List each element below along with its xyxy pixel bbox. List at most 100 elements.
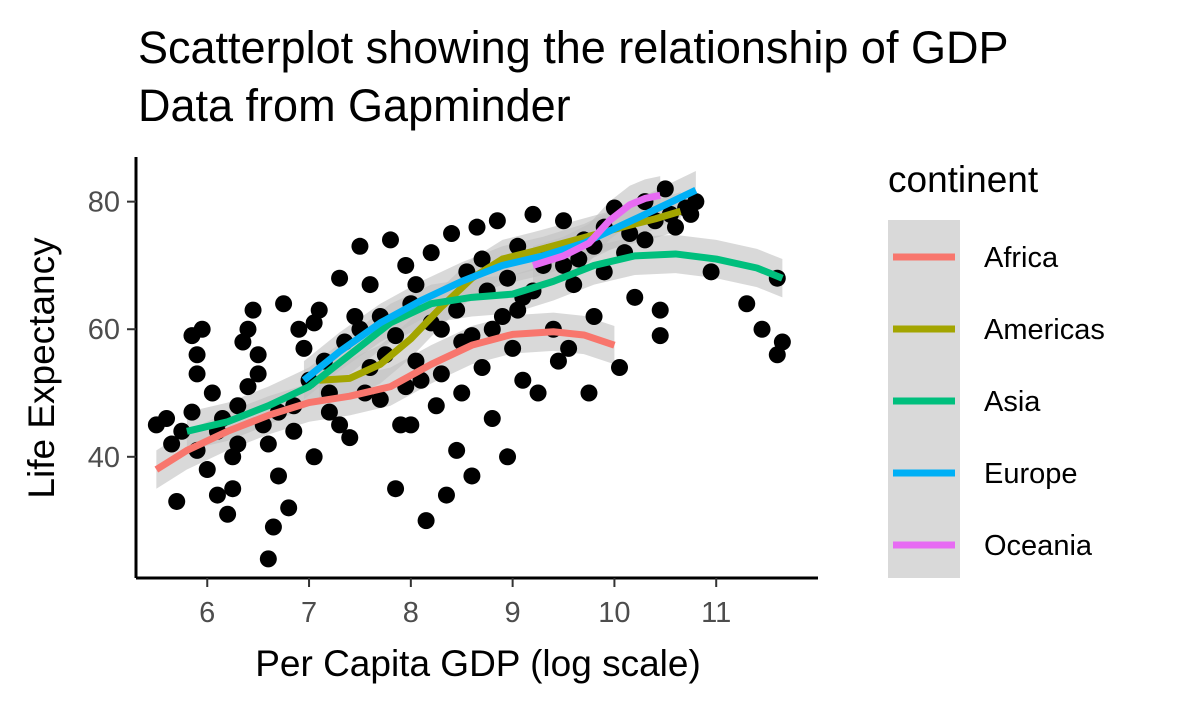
x-tick-label: 9 [505, 597, 521, 629]
x-axis-title: Per Capita GDP (log scale) [255, 643, 701, 684]
data-point [738, 295, 756, 313]
data-point [270, 467, 288, 485]
data-point [158, 410, 176, 428]
legend-label-asia: Asia [984, 386, 1041, 418]
data-point [488, 212, 506, 230]
y-tick-label: 40 [88, 442, 120, 474]
data-point [198, 461, 216, 479]
data-point [499, 448, 517, 466]
legend-label-africa: Africa [984, 242, 1059, 274]
data-point [208, 486, 226, 504]
data-point [290, 320, 308, 338]
data-point [275, 295, 293, 313]
data-point [443, 225, 461, 243]
data-point [320, 403, 338, 421]
data-point [234, 333, 252, 351]
y-axis-title: Life Expectancy [21, 237, 62, 499]
data-point [493, 307, 511, 325]
data-point [417, 512, 435, 530]
data-point [448, 301, 466, 319]
data-point [239, 320, 257, 338]
data-point [259, 435, 277, 453]
data-point [499, 269, 517, 287]
data-point [407, 352, 425, 370]
data-point [611, 359, 629, 376]
data-point [453, 384, 471, 402]
data-point [529, 384, 547, 402]
data-point [427, 397, 445, 415]
legend: continent Africa Americas Asia Europe Oceani… [888, 159, 1105, 578]
data-point [346, 307, 364, 325]
data-point [387, 480, 405, 498]
data-point [448, 441, 466, 459]
data-point [244, 301, 262, 319]
data-point [361, 276, 379, 294]
data-point [570, 250, 588, 268]
data-point [295, 339, 313, 357]
data-point [229, 435, 247, 453]
data-point [402, 416, 420, 434]
data-point [422, 244, 440, 262]
data-point [163, 435, 181, 453]
data-point [473, 250, 491, 268]
x-tick-label: 8 [403, 597, 419, 629]
data-point [203, 384, 221, 402]
plot-area [147, 171, 791, 568]
data-point [249, 346, 267, 364]
data-point [483, 320, 501, 338]
x-tick-label: 6 [199, 597, 215, 629]
x-tick-label: 11 [701, 597, 731, 629]
smooth-lines [154, 187, 784, 473]
chart-title: Scatterplot showing the relationship of … [138, 22, 1008, 73]
data-point [264, 518, 282, 536]
data-point [239, 378, 257, 396]
data-point [514, 371, 532, 389]
data-point [188, 346, 206, 364]
data-point [371, 390, 389, 408]
data-point [753, 320, 771, 338]
data-point [224, 448, 242, 466]
data-point [580, 384, 598, 402]
data-point [168, 492, 186, 510]
data-point [397, 256, 415, 274]
data-point [768, 346, 786, 364]
data-point [305, 448, 323, 466]
data-point [656, 180, 674, 198]
y-tick-label: 60 [88, 314, 120, 346]
y-tick-label: 80 [88, 187, 120, 219]
data-point [305, 314, 323, 332]
y-axis-ticks: 40 60 80 [88, 187, 136, 474]
legend-label-americas: Americas [984, 314, 1105, 346]
x-axis-ticks: 6 7 8 9 10 11 [199, 578, 731, 629]
data-point [773, 333, 791, 351]
series-line-africa [154, 328, 616, 473]
data-point [636, 231, 654, 249]
data-point [193, 320, 211, 338]
data-point [463, 327, 481, 345]
data-point [585, 307, 603, 325]
legend-label-europe: Europe [984, 458, 1078, 490]
data-point [188, 365, 206, 383]
data-point [473, 359, 491, 376]
data-point [259, 550, 277, 568]
data-point [626, 288, 644, 306]
data-point [351, 237, 369, 255]
data-point [432, 365, 450, 383]
data-point [437, 486, 455, 504]
series-line-europe [301, 187, 698, 383]
data-point [224, 480, 242, 498]
data-point [504, 339, 522, 357]
data-point [407, 276, 425, 294]
data-point [468, 218, 486, 236]
data-point [702, 263, 720, 281]
data-point [565, 276, 583, 294]
data-point [285, 422, 303, 440]
data-point [682, 205, 700, 223]
series-line-oceania [531, 191, 661, 269]
data-point [331, 416, 349, 434]
legend-title: continent [888, 159, 1039, 200]
data-point [280, 499, 298, 517]
data-point [549, 352, 567, 370]
series-line-asia [186, 250, 784, 435]
